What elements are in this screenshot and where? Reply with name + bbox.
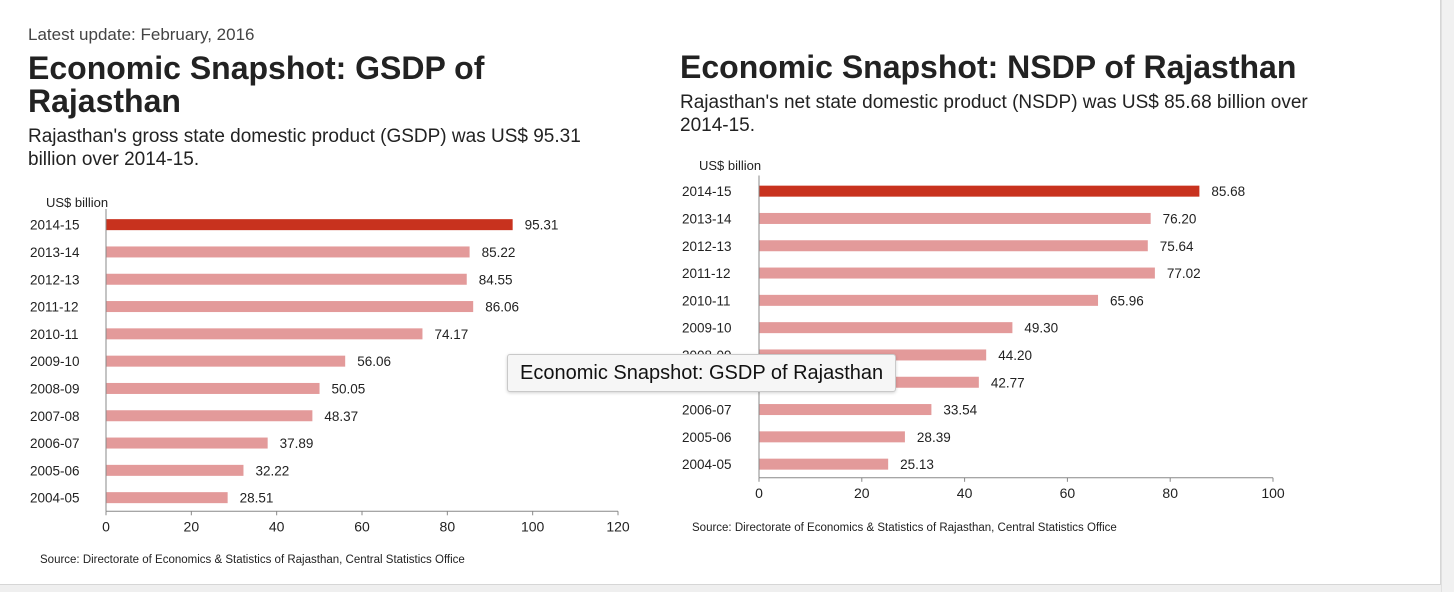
- bar-2007-08: [106, 410, 313, 422]
- vertical-scrollbar[interactable]: [1441, 0, 1454, 592]
- bar-2009-10: [759, 322, 1013, 334]
- bar-2008-09: [106, 382, 320, 394]
- value-label: 37.89: [280, 436, 314, 451]
- bar-2004-05: [759, 458, 889, 470]
- value-label: 77.02: [1167, 266, 1201, 281]
- bar-2010-11: [106, 328, 423, 340]
- source-note: Source: Directorate of Economics & Stati…: [692, 522, 1117, 534]
- category-label: 2012-13: [682, 239, 732, 254]
- bar-2005-06: [759, 431, 905, 443]
- bar-2013-14: [759, 212, 1151, 224]
- value-label: 65.96: [1110, 293, 1144, 308]
- bar-2004-05: [106, 492, 228, 504]
- value-label: 74.17: [434, 327, 468, 342]
- x-tick-label: 100: [1261, 485, 1285, 501]
- category-label: 2011-12: [30, 300, 79, 315]
- category-label: 2012-13: [30, 272, 80, 287]
- source-note: Source: Directorate of Economics & Stati…: [40, 554, 465, 566]
- value-label: 33.54: [943, 403, 977, 418]
- value-label: 75.64: [1160, 239, 1194, 254]
- value-label: 50.05: [332, 381, 366, 396]
- x-tick-label: 60: [354, 518, 370, 534]
- bar-2011-12: [759, 267, 1155, 279]
- value-label: 84.55: [479, 272, 513, 287]
- category-label: 2009-10: [682, 321, 732, 336]
- x-tick-label: 20: [184, 518, 200, 534]
- x-tick-label: 0: [755, 485, 763, 501]
- bar-2013-14: [106, 246, 470, 258]
- category-label: 2013-14: [682, 211, 732, 226]
- value-label: 25.13: [900, 457, 934, 472]
- category-label: 2014-15: [682, 184, 732, 199]
- bar-2012-13: [759, 240, 1148, 252]
- value-label: 86.06: [485, 300, 519, 315]
- value-label: 85.68: [1211, 184, 1245, 199]
- x-tick-label: 120: [606, 518, 630, 534]
- bar-2006-07: [759, 404, 932, 416]
- category-label: 2004-05: [30, 491, 80, 506]
- category-label: 2010-11: [682, 293, 731, 308]
- category-label: 2004-05: [682, 457, 732, 472]
- bar-2009-10: [106, 355, 346, 367]
- bar-2005-06: [106, 464, 244, 476]
- nsdp-subtitle: Rajasthan's net state domestic product (…: [680, 92, 1308, 136]
- value-label: 48.37: [324, 409, 358, 424]
- category-label: 2005-06: [682, 430, 732, 445]
- value-label: 85.22: [482, 245, 516, 260]
- gsdp-bar-chart: US$ billion 2014-15 95.31 2013-14 85.22 2012-…: [30, 195, 630, 566]
- x-tick-label: 40: [957, 485, 973, 501]
- value-label: 42.77: [991, 375, 1025, 390]
- bar-2010-11: [759, 294, 1099, 306]
- category-label: 2005-06: [30, 463, 80, 478]
- bar-2012-13: [106, 273, 467, 285]
- nsdp-title: Economic Snapshot: NSDP of Rajasthan: [680, 49, 1297, 85]
- y-unit-label: US$ billion: [46, 195, 108, 210]
- y-unit-label: US$ billion: [699, 158, 761, 173]
- x-tick-label: 0: [102, 518, 110, 534]
- value-label: 95.31: [525, 218, 559, 233]
- horizontal-scrollbar[interactable]: [0, 585, 1441, 592]
- category-label: 2010-11: [30, 327, 79, 342]
- x-tick-label: 100: [521, 518, 545, 534]
- latest-update-label: Latest update: February, 2016: [28, 25, 255, 44]
- x-tick-label: 20: [854, 485, 870, 501]
- category-label: 2008-09: [30, 381, 80, 396]
- x-tick-label: 80: [440, 518, 456, 534]
- category-label: 2013-14: [30, 245, 80, 260]
- category-label: 2006-07: [30, 436, 80, 451]
- value-label: 49.30: [1024, 321, 1058, 336]
- category-label: 2006-07: [682, 403, 732, 418]
- value-label: 76.20: [1163, 211, 1197, 226]
- category-label: 2011-12: [682, 266, 731, 281]
- category-label: 2014-15: [30, 218, 80, 233]
- value-label: 56.06: [357, 354, 391, 369]
- value-label: 28.51: [240, 491, 274, 506]
- bar-2014-15: [759, 185, 1200, 197]
- x-tick-label: 60: [1060, 485, 1076, 501]
- category-label: 2007-08: [30, 409, 80, 424]
- value-label: 28.39: [917, 430, 951, 445]
- x-tick-label: 80: [1162, 485, 1178, 501]
- chart-tooltip: Economic Snapshot: GSDP of Rajasthan: [507, 354, 897, 392]
- bar-2006-07: [106, 437, 268, 449]
- bar-2014-15: [106, 219, 513, 231]
- value-label: 32.22: [255, 463, 289, 478]
- gsdp-subtitle: Rajasthan's gross state domestic product…: [28, 126, 581, 170]
- content-frame: [0, 0, 1441, 585]
- gsdp-title: Economic Snapshot: GSDP of Rajasthan: [28, 50, 485, 119]
- category-label: 2009-10: [30, 354, 80, 369]
- x-tick-label: 40: [269, 518, 285, 534]
- value-label: 44.20: [998, 348, 1032, 363]
- bar-2011-12: [106, 301, 474, 313]
